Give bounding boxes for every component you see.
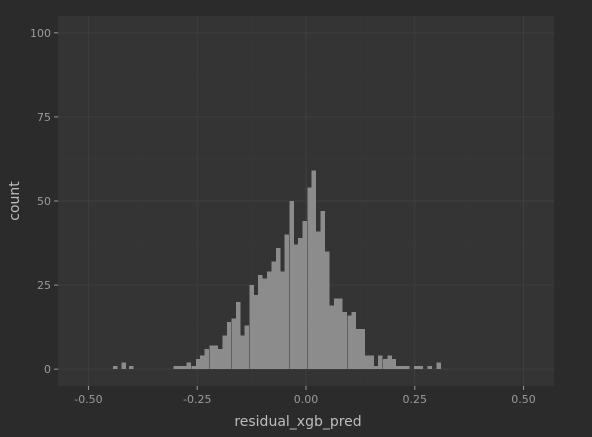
histogram-bar (178, 365, 183, 370)
histogram-bar (173, 365, 179, 370)
histogram-bar (396, 365, 401, 370)
histogram-bar (289, 201, 294, 370)
histogram-bar (240, 335, 245, 370)
histogram-bar (418, 365, 424, 370)
histogram-bar (218, 349, 223, 370)
histogram-bar (351, 312, 357, 370)
histogram-bar (271, 261, 277, 370)
histogram-bar (378, 355, 383, 370)
histogram-bar (427, 365, 432, 370)
histogram-bar (320, 211, 325, 370)
histogram-bar (209, 345, 214, 370)
histogram-bar (258, 275, 263, 370)
x-axis-title: residual_xgb_pred (234, 414, 361, 430)
histogram-bar (200, 355, 205, 370)
histogram-bar (347, 315, 352, 370)
histogram-bar (231, 318, 236, 370)
histogram-bar (113, 365, 118, 370)
histogram-bar (355, 328, 361, 370)
histogram-bar (121, 362, 126, 370)
histogram-bar (244, 325, 250, 370)
histogram-bar (311, 170, 317, 370)
histogram-bar (280, 271, 285, 370)
histogram-bar (333, 298, 339, 370)
x-tick-label: -0.25 (183, 393, 211, 406)
histogram-bar (298, 238, 303, 370)
histogram-bars (113, 170, 441, 370)
y-tick-label: 25 (37, 279, 51, 292)
histogram-bar (284, 234, 290, 370)
y-tick-label: 100 (30, 27, 51, 40)
y-axis-ticks: 0 25 50 75 100 (30, 27, 58, 376)
histogram-bar (293, 244, 299, 370)
histogram-bar (253, 295, 259, 370)
y-tick-label: 75 (37, 111, 51, 124)
histogram-bar (315, 231, 321, 370)
histogram-bar (195, 359, 201, 370)
histogram-bar (226, 322, 232, 370)
histogram-bar (387, 355, 392, 370)
histogram-bar (302, 221, 307, 370)
histogram-bar (405, 365, 410, 370)
histogram-bar (329, 305, 334, 370)
histogram-bar (413, 365, 419, 370)
histogram-bar (391, 359, 397, 370)
histogram-bar (338, 298, 343, 370)
histogram-bar (382, 359, 388, 370)
histogram-bar (373, 365, 379, 370)
histogram-bar (186, 362, 192, 370)
histogram-bar (182, 365, 187, 370)
histogram-bar (307, 187, 312, 370)
histogram-bar (128, 365, 134, 370)
histogram-bar (262, 278, 267, 370)
histogram-bar (360, 328, 365, 370)
y-tick-label: 0 (44, 363, 51, 376)
histogram-bar (204, 349, 210, 370)
histogram-bar (325, 251, 330, 370)
histogram-bar (365, 355, 370, 370)
y-tick-label: 50 (37, 195, 51, 208)
histogram-bar (275, 248, 281, 370)
histogram-bar (342, 312, 347, 370)
x-tick-label: -0.50 (74, 393, 102, 406)
x-axis-ticks: -0.50 -0.25 0.00 0.25 0.50 (74, 386, 536, 406)
histogram-bar (267, 271, 272, 370)
histogram-bar (249, 285, 254, 370)
histogram-bar (222, 335, 227, 370)
histogram-bar (369, 355, 374, 370)
x-tick-label: 0.25 (403, 393, 428, 406)
histogram-bar (235, 301, 241, 370)
x-tick-label: 0.00 (294, 393, 319, 406)
y-axis-title: count (7, 181, 23, 221)
histogram-bar (436, 362, 441, 370)
histogram-bar (400, 365, 405, 370)
x-tick-label: 0.50 (511, 393, 536, 406)
histogram-bar (213, 345, 219, 370)
histogram-bar (191, 365, 196, 370)
